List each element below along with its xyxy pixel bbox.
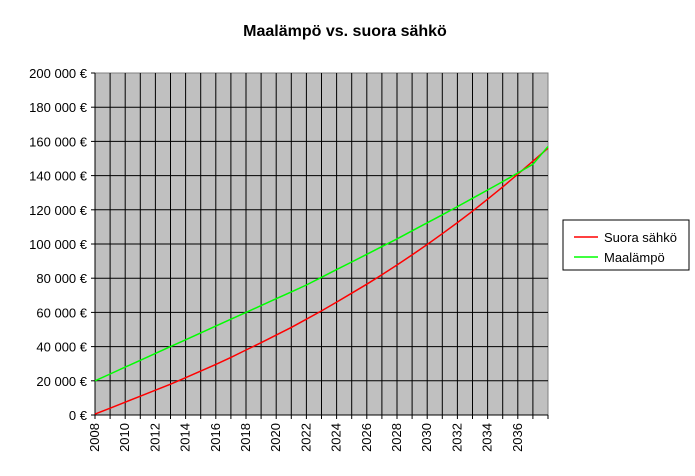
legend-label-maalampo: Maalämpö xyxy=(604,250,665,265)
x-tick-label: 2022 xyxy=(298,423,313,452)
x-tick-label: 2010 xyxy=(117,423,132,452)
legend-label-suora-sahko: Suora sähkö xyxy=(604,230,677,245)
x-tick-label: 2036 xyxy=(510,423,525,452)
chart-title: Maalämpö vs. suora sähkö xyxy=(243,23,447,40)
x-tick-label: 2034 xyxy=(480,423,495,452)
y-tick-label: 100 000 € xyxy=(29,237,88,252)
y-tick-label: 140 000 € xyxy=(29,169,88,184)
x-tick-label: 2014 xyxy=(178,423,193,452)
series-line-maalampo xyxy=(94,146,549,382)
x-tick-label: 2030 xyxy=(419,423,434,452)
y-tick-label: 120 000 € xyxy=(29,203,88,218)
y-tick-label: 160 000 € xyxy=(29,134,88,149)
y-tick-label: 80 000 € xyxy=(36,271,87,286)
x-tick-label: 2012 xyxy=(147,423,162,452)
y-tick-label: 200 000 € xyxy=(29,66,88,81)
y-tick-label: 60 000 € xyxy=(36,305,87,320)
x-tick-label: 2016 xyxy=(208,423,223,452)
y-tick-label: 20 000 € xyxy=(36,374,87,389)
x-tick-label: 2018 xyxy=(238,423,253,452)
series-line-suora-sahko xyxy=(94,147,549,415)
x-tick-label: 2032 xyxy=(449,423,464,452)
y-tick-label: 180 000 € xyxy=(29,100,88,115)
x-tick-label: 2028 xyxy=(389,423,404,452)
x-tick-label: 2024 xyxy=(329,423,344,452)
x-tick-label: 2008 xyxy=(87,423,102,452)
y-tick-label: 0 € xyxy=(69,408,88,423)
y-tick-label: 40 000 € xyxy=(36,340,87,355)
grid-lines xyxy=(95,73,548,415)
x-tick-label: 2020 xyxy=(268,423,283,452)
legend-box xyxy=(562,219,690,271)
x-tick-label: 2026 xyxy=(359,423,374,452)
legend: Suora sähkö Maalämpö xyxy=(562,219,690,271)
axes: 0 € 20 000 € 40 000 € 60 000 € 80 000 € 100 0… xyxy=(29,66,549,452)
series-lines xyxy=(94,146,549,415)
